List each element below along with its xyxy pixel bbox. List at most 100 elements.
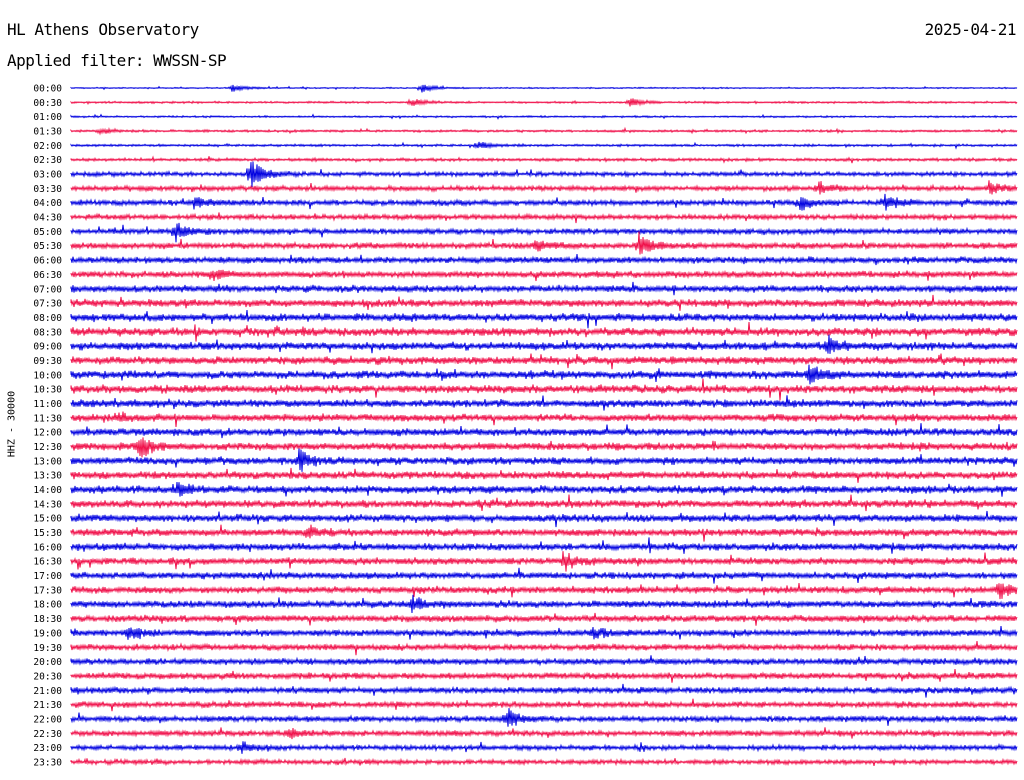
time-tick-label: 18:30 — [33, 614, 62, 625]
time-tick-label: 05:00 — [33, 227, 62, 238]
trace-0530 — [70, 231, 1018, 255]
trace-2300 — [70, 741, 1018, 754]
trace-1130 — [70, 411, 1018, 428]
time-tick-label: 22:00 — [33, 714, 62, 725]
trace-0230 — [70, 155, 1018, 164]
trace-0700 — [70, 281, 1018, 296]
time-tick-label: 10:00 — [33, 370, 62, 381]
trace-0630 — [70, 269, 1018, 282]
time-tick-label: 01:00 — [33, 112, 62, 123]
trace-1100 — [70, 395, 1018, 411]
trace-1030 — [70, 378, 1018, 401]
trace-0400 — [70, 193, 1018, 211]
time-tick-label: 08:30 — [33, 327, 62, 338]
time-tick-label: 11:00 — [33, 399, 62, 410]
trace-2130 — [70, 698, 1018, 712]
time-tick-label: 04:30 — [33, 213, 62, 224]
trace-1830 — [70, 612, 1018, 626]
time-tick-label: 19:00 — [33, 628, 62, 639]
trace-1400 — [70, 481, 1018, 497]
station-title: HL Athens Observatory — [7, 20, 199, 39]
time-tick-label: 12:00 — [33, 428, 62, 439]
trace-0500 — [70, 222, 1018, 243]
time-tick-label: 06:30 — [33, 270, 62, 281]
trace-1500 — [70, 510, 1018, 528]
trace-0930 — [70, 353, 1018, 370]
time-tick-label: 01:30 — [33, 127, 62, 138]
trace-2330 — [70, 757, 1018, 767]
trace-1230 — [70, 437, 1018, 458]
filter-label: Applied filter: WWSSN-SP — [7, 51, 227, 70]
time-tick-label: 15:00 — [33, 514, 62, 525]
time-tick-label: 08:00 — [33, 313, 62, 324]
time-tick-label: 13:00 — [33, 456, 62, 467]
date-label: 2025-04-21 — [924, 20, 1017, 39]
trace-1530 — [70, 524, 1018, 542]
trace-0300 — [70, 161, 1018, 187]
time-tick-label: 14:00 — [33, 485, 62, 496]
trace-1200 — [70, 423, 1018, 439]
time-tick-label: 06:00 — [33, 256, 62, 267]
time-tick-label: 10:30 — [33, 385, 62, 396]
time-tick-label: 15:30 — [33, 528, 62, 539]
time-tick-label: 17:00 — [33, 571, 62, 582]
trace-0800 — [70, 310, 1018, 329]
time-tick-label: 04:00 — [33, 198, 62, 209]
time-tick-label: 12:30 — [33, 442, 62, 453]
time-tick-label: 21:30 — [33, 700, 62, 711]
trace-0200 — [70, 141, 1018, 150]
trace-1330 — [70, 467, 1018, 483]
trace-0730 — [70, 294, 1018, 311]
time-tick-label: 20:30 — [33, 671, 62, 682]
trace-0000 — [70, 84, 1018, 93]
time-tick-label: 13:30 — [33, 471, 62, 482]
time-tick-label: 20:00 — [33, 657, 62, 668]
trace-2200 — [70, 708, 1018, 727]
time-tick-label: 18:00 — [33, 600, 62, 611]
time-tick-label: 03:00 — [33, 170, 62, 181]
time-tick-label: 23:30 — [33, 757, 62, 768]
trace-0600 — [70, 253, 1018, 266]
time-tick-label: 03:30 — [33, 184, 62, 195]
trace-1630 — [70, 551, 1018, 572]
trace-1930 — [70, 641, 1018, 656]
trace-0130 — [70, 126, 1018, 136]
time-tick-label: 02:30 — [33, 155, 62, 166]
time-tick-label: 23:00 — [33, 743, 62, 754]
trace-1430 — [70, 494, 1018, 512]
time-tick-label: 07:30 — [33, 299, 62, 310]
time-tick-label: 02:00 — [33, 141, 62, 152]
trace-2030 — [70, 668, 1018, 683]
time-tick-label: 00:30 — [33, 98, 62, 109]
trace-1700 — [70, 567, 1018, 584]
time-tick-label: 17:30 — [33, 585, 62, 596]
time-tick-label: 16:00 — [33, 542, 62, 553]
time-tick-label: 22:30 — [33, 729, 62, 740]
time-tick-label: 16:30 — [33, 557, 62, 568]
trace-1900 — [70, 625, 1018, 640]
trace-1730 — [70, 582, 1018, 600]
time-tick-label: 07:00 — [33, 284, 62, 295]
time-tick-label: 19:30 — [33, 643, 62, 654]
trace-0900 — [70, 334, 1018, 354]
time-tick-label: 11:30 — [33, 413, 62, 424]
time-tick-label: 09:30 — [33, 356, 62, 367]
time-tick-label: 00:00 — [33, 84, 62, 95]
time-tick-label: 21:00 — [33, 686, 62, 697]
trace-0100 — [70, 113, 1018, 120]
trace-0430 — [70, 212, 1018, 224]
trace-0030 — [70, 98, 1018, 107]
trace-1600 — [70, 537, 1018, 554]
trace-0830 — [70, 322, 1018, 342]
time-tick-label: 14:30 — [33, 499, 62, 510]
time-tick-label: 09:00 — [33, 342, 62, 353]
trace-1300 — [70, 448, 1018, 472]
time-tick-label: 05:30 — [33, 241, 62, 252]
trace-2230 — [70, 727, 1018, 740]
trace-1800 — [70, 594, 1018, 614]
trace-0330 — [70, 180, 1018, 195]
trace-2100 — [70, 683, 1018, 698]
trace-1000 — [70, 364, 1018, 385]
trace-2000 — [70, 655, 1018, 667]
